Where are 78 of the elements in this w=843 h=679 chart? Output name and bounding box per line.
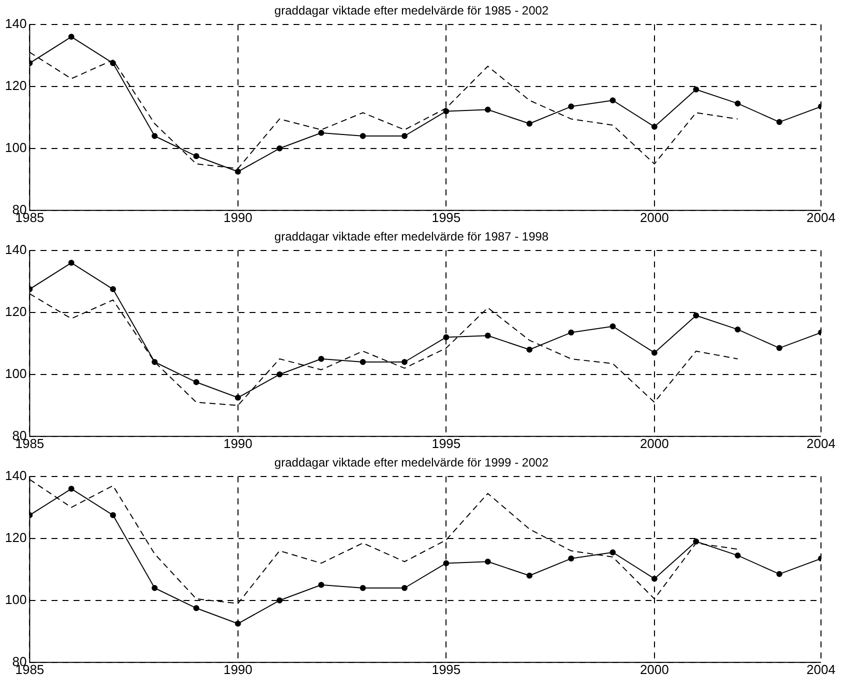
point bbox=[776, 119, 782, 126]
point bbox=[693, 312, 700, 318]
point bbox=[693, 86, 700, 92]
x-tick-label: 1990 bbox=[223, 210, 252, 225]
point bbox=[360, 585, 366, 591]
y-tick-label: 100 bbox=[4, 592, 27, 607]
x-tick-label: 1990 bbox=[223, 662, 252, 677]
point bbox=[318, 356, 324, 362]
y-tick-label: 100 bbox=[4, 140, 27, 155]
point bbox=[651, 350, 658, 356]
point bbox=[193, 605, 200, 612]
point bbox=[68, 260, 74, 266]
point bbox=[276, 145, 283, 152]
chart-title: graddagar viktade efter medelvärde för 1999 - 2002 bbox=[274, 456, 549, 470]
point bbox=[443, 334, 450, 340]
chart-title: graddagar viktade efter medelvärde för 1987 - 1998 bbox=[274, 230, 549, 244]
x-tick-label: 2004 bbox=[806, 436, 836, 451]
x-tick-label: 1995 bbox=[432, 210, 461, 225]
point bbox=[734, 552, 741, 558]
point bbox=[360, 133, 366, 139]
point bbox=[318, 582, 324, 588]
x-tick-label: 2000 bbox=[640, 436, 669, 451]
point bbox=[568, 104, 574, 110]
point bbox=[651, 124, 658, 130]
x-tick-label: 2000 bbox=[640, 210, 669, 225]
point bbox=[152, 585, 158, 591]
point bbox=[568, 556, 574, 562]
point bbox=[776, 345, 782, 352]
y-tick-label: 120 bbox=[4, 530, 27, 545]
x-tick-label: 2004 bbox=[806, 662, 836, 677]
point bbox=[734, 100, 741, 106]
point bbox=[234, 620, 241, 627]
point bbox=[693, 538, 700, 544]
point bbox=[402, 133, 408, 139]
chart-title: graddagar viktade efter medelvärde för 1985 - 2002 bbox=[274, 4, 549, 18]
point bbox=[234, 168, 241, 175]
point bbox=[276, 597, 283, 604]
point bbox=[402, 359, 408, 365]
point bbox=[526, 572, 532, 579]
point bbox=[152, 359, 158, 365]
x-tick-label: 2004 bbox=[806, 210, 836, 225]
point bbox=[68, 34, 74, 40]
x-tick-label: 2000 bbox=[640, 662, 669, 677]
point bbox=[734, 326, 741, 332]
x-tick-label: 1995 bbox=[432, 662, 461, 677]
x-tick-label: 1995 bbox=[432, 436, 461, 451]
x-tick-label: 1990 bbox=[223, 436, 252, 451]
point bbox=[651, 576, 658, 582]
point bbox=[402, 585, 408, 591]
point bbox=[484, 558, 491, 565]
point bbox=[193, 379, 200, 386]
point bbox=[318, 130, 324, 136]
point bbox=[68, 486, 74, 492]
point bbox=[110, 60, 116, 66]
point bbox=[360, 359, 366, 365]
point bbox=[443, 108, 450, 114]
point bbox=[526, 346, 532, 353]
point bbox=[484, 332, 491, 339]
point bbox=[568, 330, 574, 336]
point bbox=[484, 106, 491, 113]
y-tick-label: 120 bbox=[4, 78, 27, 93]
point bbox=[610, 549, 616, 556]
y-tick-label: 120 bbox=[4, 304, 27, 319]
point bbox=[152, 133, 158, 139]
point bbox=[193, 153, 200, 160]
point bbox=[110, 512, 116, 518]
y-tick-label: 100 bbox=[4, 366, 27, 381]
point bbox=[610, 97, 616, 104]
y-tick-label: 140 bbox=[4, 242, 27, 257]
point bbox=[610, 323, 616, 330]
point bbox=[776, 571, 782, 578]
y-tick-label: 140 bbox=[4, 468, 27, 483]
point bbox=[110, 286, 116, 292]
point bbox=[443, 560, 450, 566]
point bbox=[276, 371, 283, 378]
point bbox=[234, 394, 241, 401]
point bbox=[526, 120, 532, 127]
y-tick-label: 140 bbox=[4, 16, 27, 31]
